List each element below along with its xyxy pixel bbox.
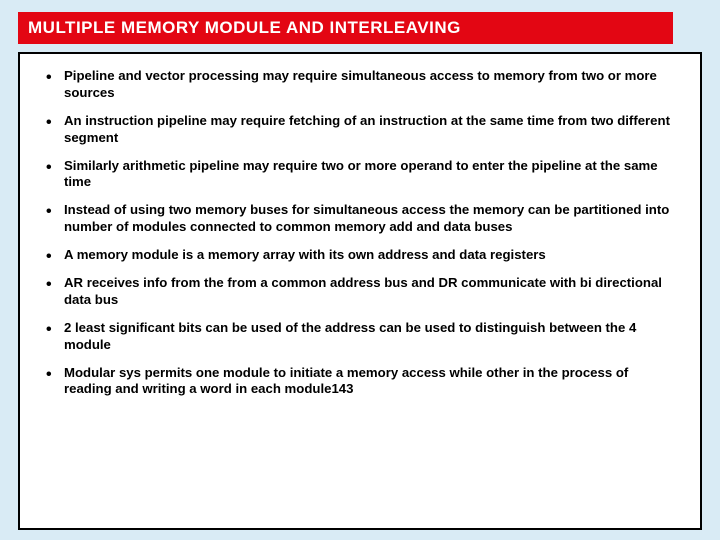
list-item: Instead of using two memory buses for si… (42, 202, 678, 236)
list-item: Similarly arithmetic pipeline may requir… (42, 158, 678, 192)
list-item: AR receives info from the from a common … (42, 275, 678, 309)
list-item: Modular sys permits one module to initia… (42, 365, 678, 399)
bullet-list: Pipeline and vector processing may requi… (42, 68, 678, 398)
content-panel: Pipeline and vector processing may requi… (18, 52, 702, 530)
list-item: Pipeline and vector processing may requi… (42, 68, 678, 102)
slide-title: MULTIPLE MEMORY MODULE AND INTERLEAVING (18, 12, 673, 44)
list-item: A memory module is a memory array with i… (42, 247, 678, 264)
list-item: An instruction pipeline may require fetc… (42, 113, 678, 147)
list-item: 2 least significant bits can be used of … (42, 320, 678, 354)
